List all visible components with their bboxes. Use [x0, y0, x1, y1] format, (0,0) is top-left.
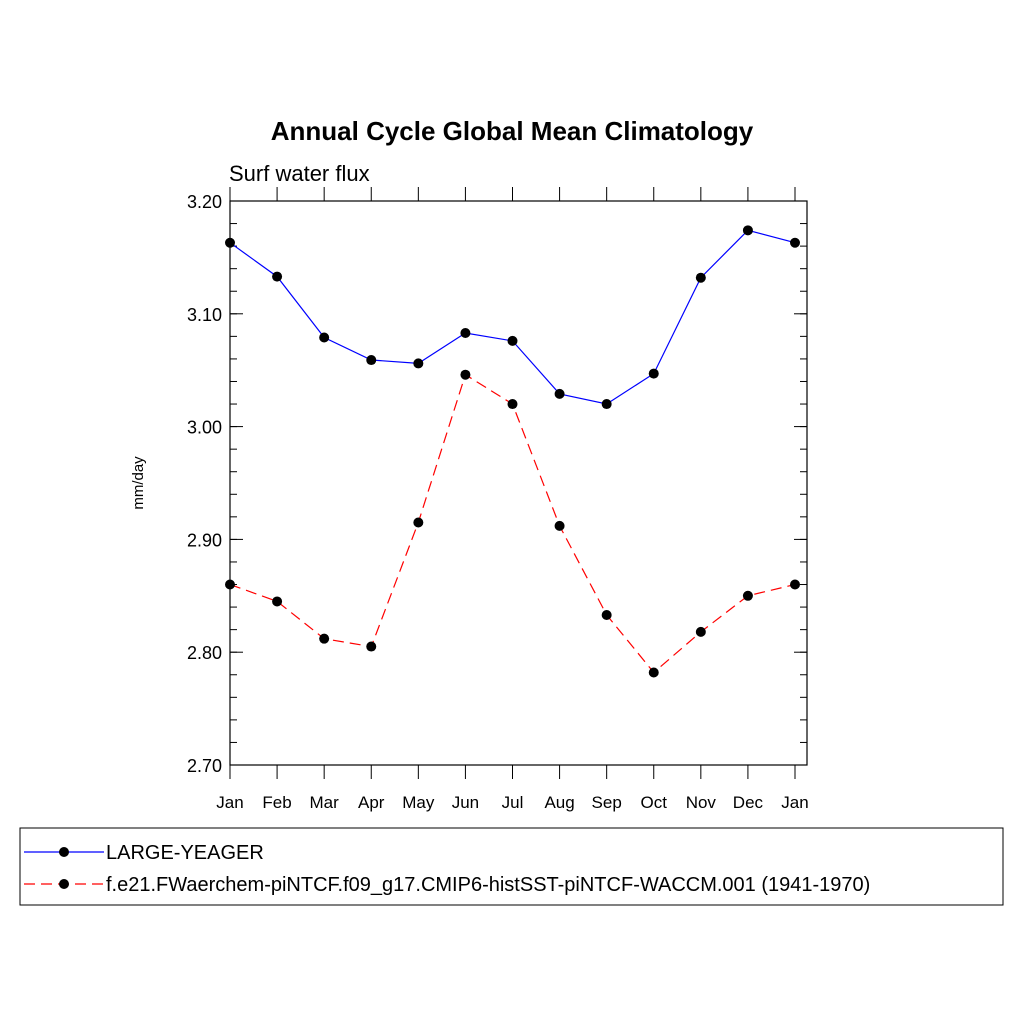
legend-marker-2: [59, 879, 69, 889]
y-tick-label: 3.00: [187, 418, 222, 438]
y-tick-label: 2.90: [187, 530, 222, 550]
y-tick-label: 3.20: [187, 192, 222, 212]
series-1-point: [648, 368, 659, 379]
y-tick-label: 3.10: [187, 305, 222, 325]
x-tick-label: May: [402, 793, 435, 812]
y-axis-label: mm/day: [130, 456, 147, 510]
series-2-point: [648, 667, 659, 678]
series-1-point: [507, 335, 518, 346]
x-tick-label: Apr: [358, 793, 385, 812]
x-tick-label: Jul: [502, 793, 524, 812]
series-2-point: [695, 626, 706, 637]
series-line-2: [229, 373, 796, 674]
x-tick-label: Sep: [592, 793, 622, 812]
series-2-point: [460, 369, 471, 380]
series-2-point: [225, 579, 235, 590]
x-tick-label: Jan: [216, 793, 243, 812]
legend: LARGE-YEAGER f.e21.FWaerchem-piNTCF.f09_g…: [24, 842, 870, 896]
x-tick-label: Jun: [452, 793, 479, 812]
series-1-point: [413, 358, 424, 369]
series-1-point: [601, 399, 612, 410]
x-tick-label: Dec: [733, 793, 764, 812]
series-1-point: [790, 237, 800, 248]
series-1-point: [695, 272, 706, 283]
series-2-point: [413, 517, 424, 528]
series-1-point: [272, 271, 283, 282]
y-tick-label: 2.80: [187, 643, 222, 663]
x-tick-label: Jan: [781, 793, 808, 812]
series-group: [225, 225, 800, 678]
x-tick-label: Oct: [641, 793, 668, 812]
series-2-point: [742, 590, 753, 601]
chart-title: Annual Cycle Global Mean Climatology: [271, 116, 754, 146]
legend-label-1: LARGE-YEAGER: [106, 842, 264, 864]
x-tick-label: Mar: [310, 793, 340, 812]
series-1-point: [460, 327, 471, 338]
legend-box: [19, 827, 1004, 906]
series-2-point: [601, 609, 612, 620]
series-2-point: [790, 579, 800, 590]
series-2-point: [507, 399, 518, 410]
series-1-point: [319, 332, 330, 343]
x-tick-label: Nov: [686, 793, 717, 812]
plot-frame: [229, 200, 808, 766]
series-2-point: [366, 641, 377, 652]
series-1-point: [742, 225, 753, 236]
x-tick-label: Feb: [262, 793, 291, 812]
series-2-point: [272, 596, 283, 607]
legend-marker-1: [59, 847, 69, 857]
series-2-point: [554, 520, 565, 531]
series-1-point: [554, 388, 565, 399]
y-tick-label: 2.70: [187, 756, 222, 776]
series-line-1: [229, 229, 796, 405]
chart-subtitle: Surf water flux: [229, 161, 370, 186]
legend-label-2: f.e21.FWaerchem-piNTCF.f09_g17.CMIP6-his…: [106, 874, 870, 896]
series-2-point: [319, 633, 330, 644]
axis-ticks: 2.70 2.80 2.90 3.00 3.10 3.20 Jan Feb Mar Apr May J…: [187, 187, 809, 812]
series-1-point: [366, 355, 377, 366]
x-tick-label: Aug: [544, 793, 574, 812]
series-1-point: [225, 237, 235, 248]
